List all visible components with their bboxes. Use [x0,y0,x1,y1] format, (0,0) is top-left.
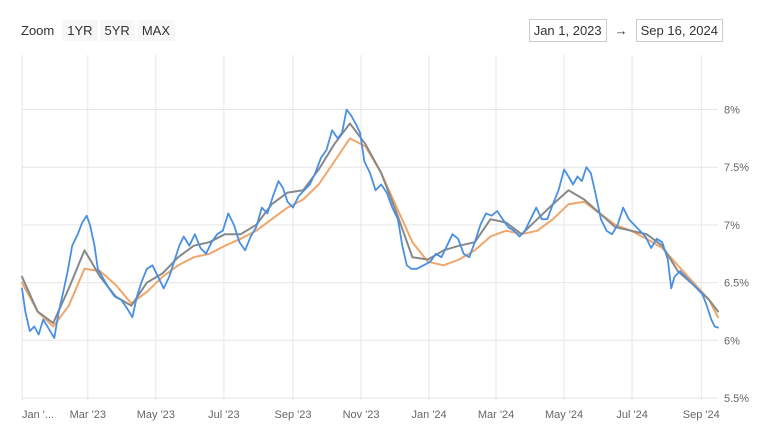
date-range-selector: Jan 1, 2023 → Sep 16, 2024 [528,18,723,42]
x-tick-label: May '24 [545,409,583,421]
x-tick-label: Jan '... [22,409,54,421]
x-tick-label: Sep '23 [275,409,312,421]
y-tick-label: 5.5% [724,393,749,405]
x-tick-label: Jul '24 [616,409,647,421]
y-tick-label: 6.5% [724,278,749,290]
daily-series-line [21,108,719,339]
zoom-1yr-button[interactable]: 1YR [62,19,98,41]
y-tick-label: 7.5% [724,162,749,174]
zoom-5yr-button[interactable]: 5YR [99,19,135,41]
x-tick-label: Nov '23 [343,409,380,421]
x-tick-label: Sep '24 [683,409,720,421]
y-tick-label: 7% [724,220,740,232]
zoom-max-button[interactable]: MAX [136,19,175,41]
x-tick-label: Mar '24 [478,409,514,421]
y-tick-label: 6% [724,335,740,347]
y-tick-label: 8% [724,105,740,117]
x-tick-label: May '23 [137,409,175,421]
range-from-input[interactable]: Jan 1, 2023 [528,18,607,42]
weekly-avg-series-line [21,122,719,324]
zoom-toolbar: Zoom 1YR 5YR MAX [21,18,177,42]
range-to-input[interactable]: Sep 16, 2024 [635,18,723,42]
x-tick-label: Jul '23 [208,409,239,421]
zoom-label: Zoom [21,22,55,38]
range-arrow: → [614,22,628,38]
x-tick-label: Mar '23 [70,409,106,421]
x-tick-label: Jan '24 [412,409,447,421]
